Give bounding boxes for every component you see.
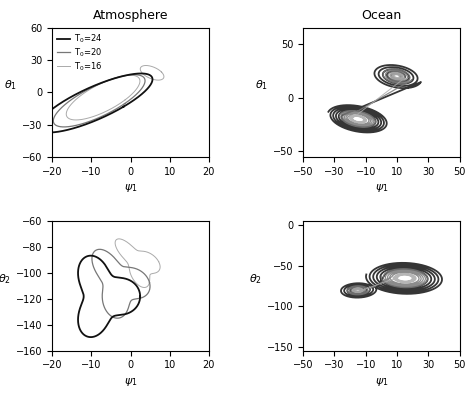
Y-axis label: $\theta_1$: $\theta_1$ [255,78,268,92]
Y-axis label: $\theta_2$: $\theta_2$ [249,272,262,286]
X-axis label: $\psi_1$: $\psi_1$ [124,376,137,388]
Title: Ocean: Ocean [361,9,401,22]
X-axis label: $\psi_1$: $\psi_1$ [374,376,388,388]
Title: Atmosphere: Atmosphere [93,9,168,22]
Y-axis label: $\theta_2$: $\theta_2$ [0,272,11,286]
X-axis label: $\psi_1$: $\psi_1$ [124,182,137,194]
X-axis label: $\psi_1$: $\psi_1$ [374,182,388,194]
Legend: T$_0$=24, T$_0$=20, T$_0$=16: T$_0$=24, T$_0$=20, T$_0$=16 [56,32,103,73]
Y-axis label: $\theta_1$: $\theta_1$ [4,78,18,92]
